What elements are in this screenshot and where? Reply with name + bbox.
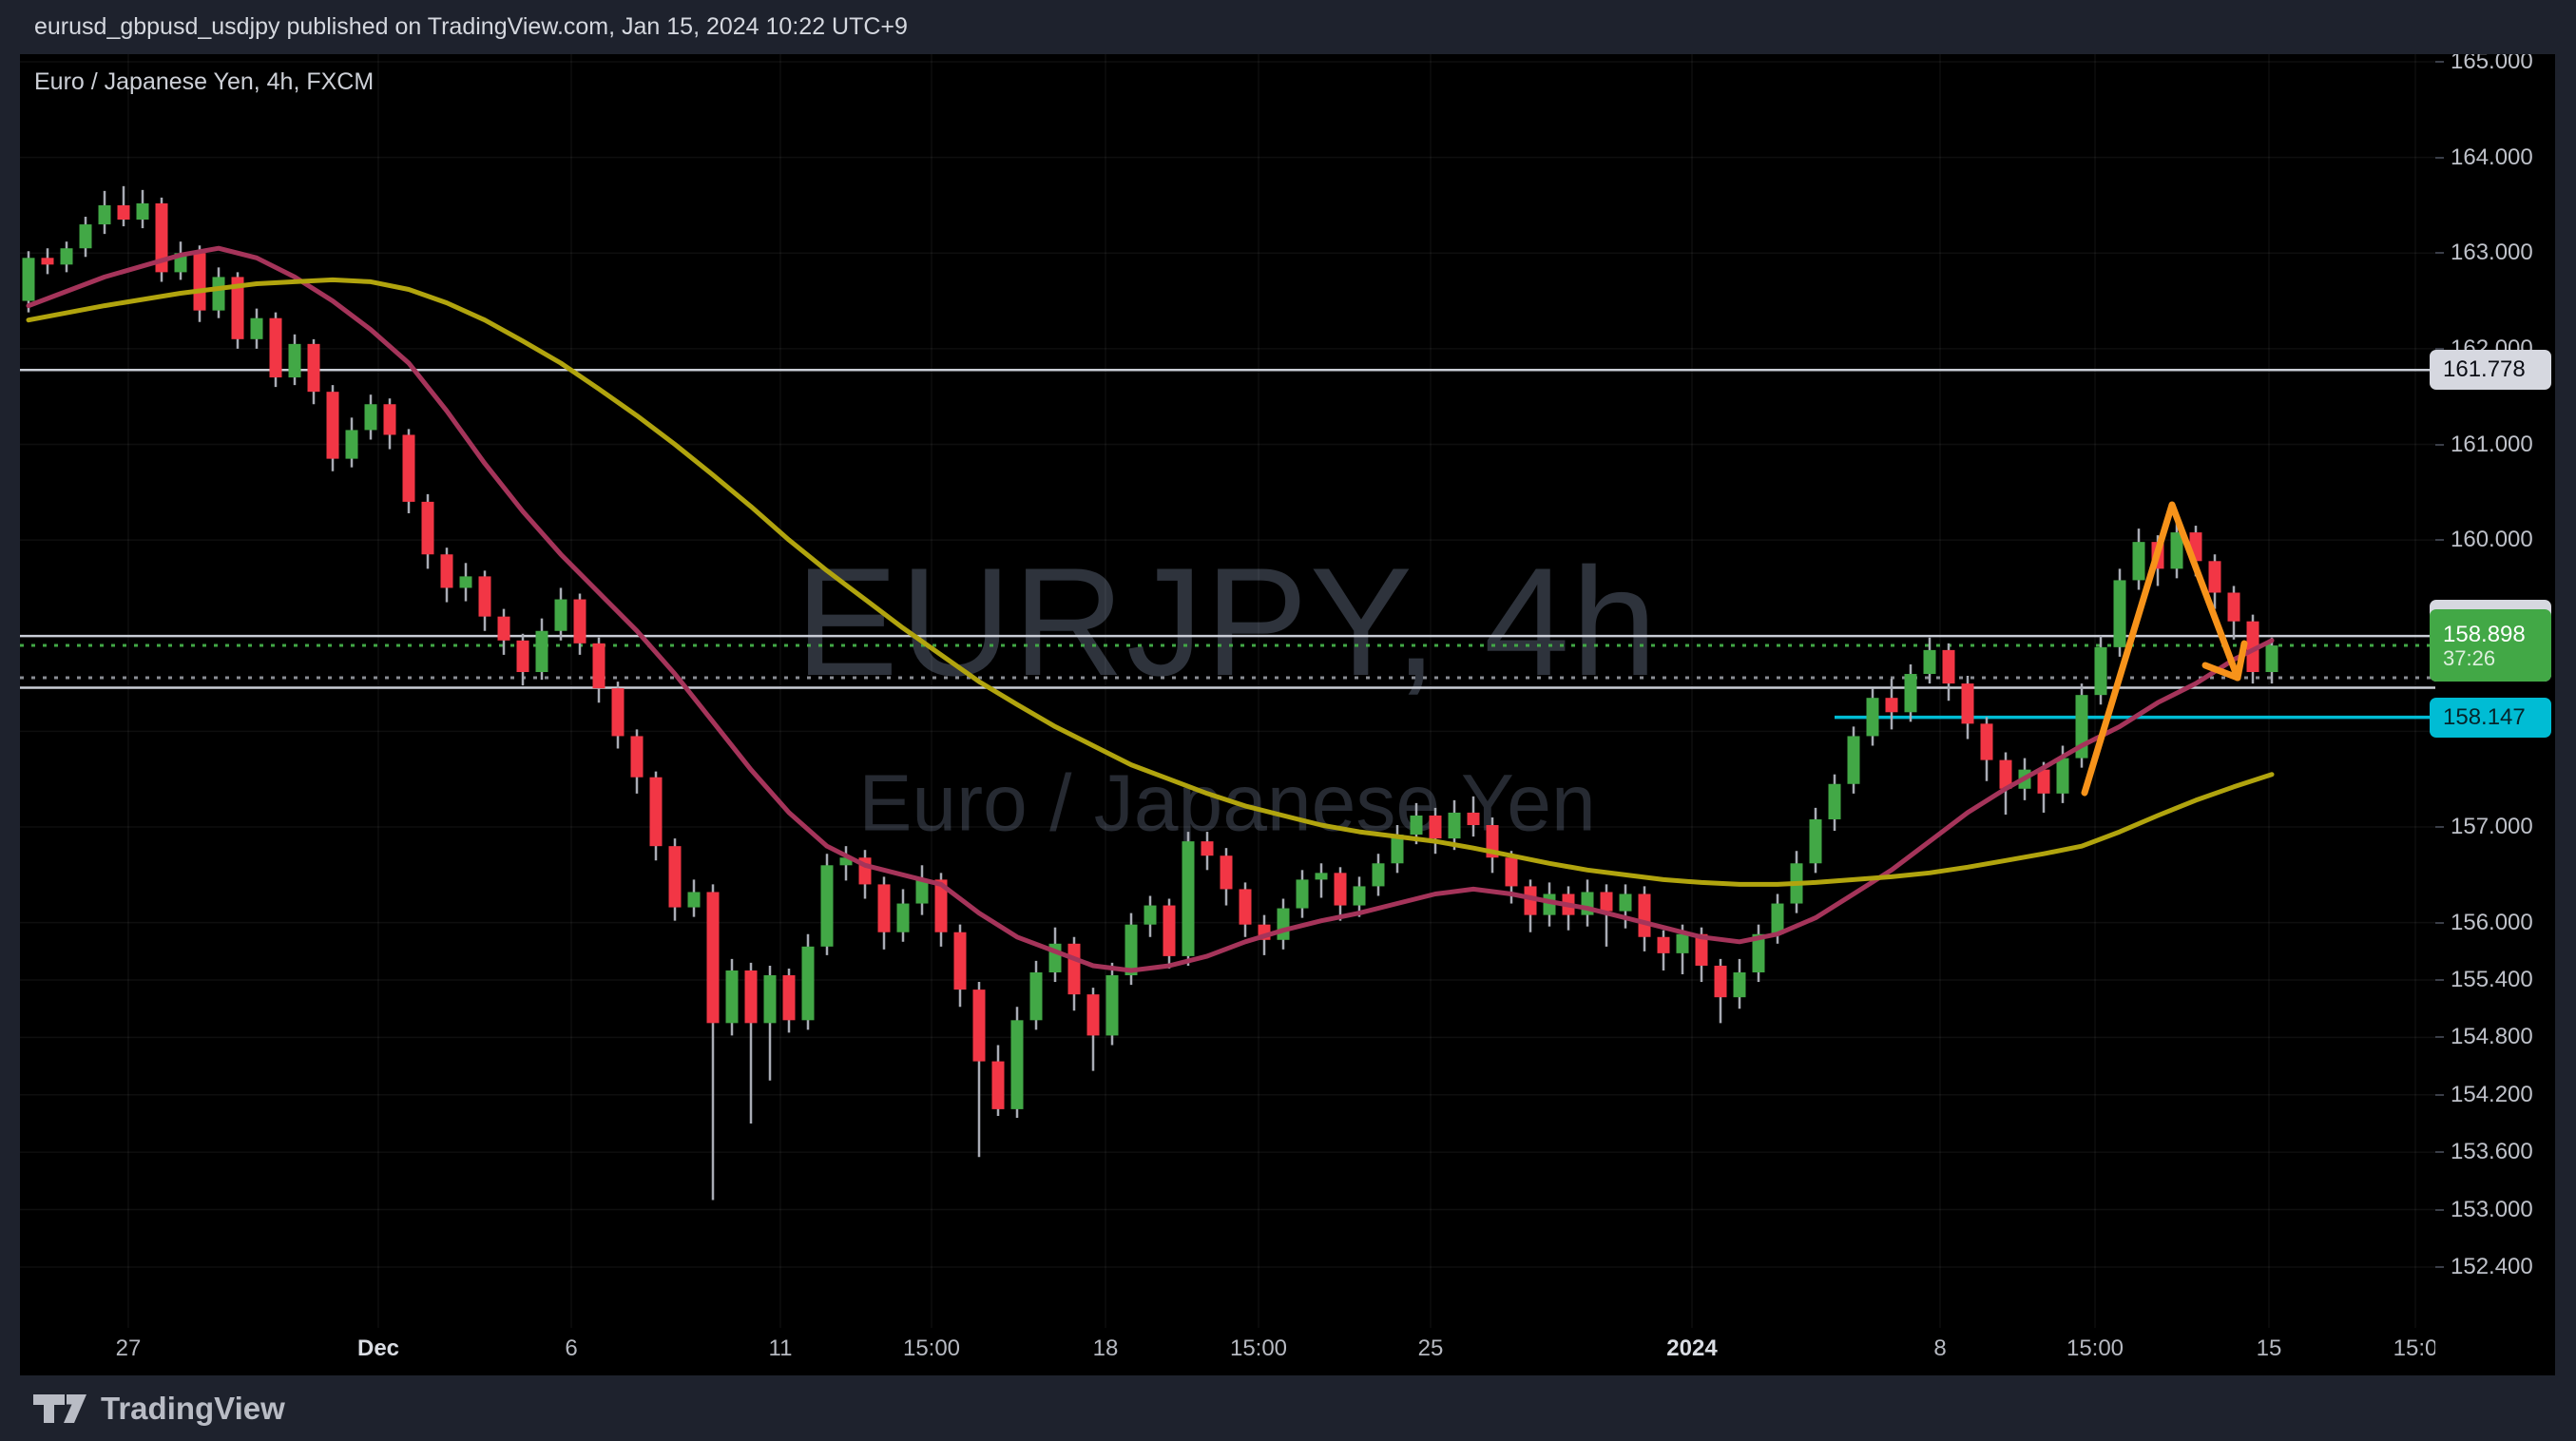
price-tick-label: 160.000 xyxy=(2451,527,2533,553)
price-tick-mark xyxy=(2435,1151,2444,1154)
price-axis[interactable]: 165.000 164.000 163.000 162.000 161.000 160.0… xyxy=(2435,48,2555,1328)
time-tick-label: 25 xyxy=(1417,1335,1444,1361)
price-tick-label: 157.000 xyxy=(2451,814,2533,840)
time-axis[interactable]: 27 Dec 6 11 15:00 18 15:00 25 2024 8 15:00 15 15:0 xyxy=(20,1328,2435,1375)
footer-bar: TradingView xyxy=(0,1375,2576,1441)
price-tick-label: 154.200 xyxy=(2451,1081,2533,1107)
level-lines-layer xyxy=(20,368,2435,720)
time-tick-label: 6 xyxy=(565,1335,578,1361)
price-level-value: 161.778 xyxy=(2443,356,2526,383)
last-price-value: 158.898 xyxy=(2443,621,2526,647)
price-tick-mark xyxy=(2435,61,2444,63)
price-tick-mark xyxy=(2435,1036,2444,1039)
price-tick-mark xyxy=(2435,443,2444,446)
time-tick-label: 15:00 xyxy=(2066,1335,2124,1361)
time-tick-label: 8 xyxy=(1933,1335,1947,1361)
price-tick-mark xyxy=(2435,1093,2444,1096)
time-tick-label: Dec xyxy=(356,1335,400,1361)
price-tick-mark xyxy=(2435,921,2444,924)
price-tick-label: 153.000 xyxy=(2451,1196,2533,1222)
price-tick-label: 163.000 xyxy=(2451,240,2533,266)
publish-info-bar: eurusd_gbpusd_usdjpy published on Tradin… xyxy=(0,0,2576,54)
alert-price-badge: 158.147 xyxy=(2430,697,2551,738)
time-tick-label: 15:0 xyxy=(2393,1335,2435,1361)
price-tick-mark xyxy=(2435,1208,2444,1211)
ma-slow-yellow xyxy=(26,277,2275,887)
time-tick-label: 11 xyxy=(768,1335,793,1361)
chart-plot-area[interactable] xyxy=(20,54,2555,1375)
tradingview-icon xyxy=(33,1394,87,1423)
time-tick-label: 15:00 xyxy=(1229,1335,1288,1361)
grid-layer xyxy=(20,54,2435,1328)
price-tick-mark xyxy=(2435,252,2444,255)
price-tick-label: 156.000 xyxy=(2451,909,2533,935)
price-tick-label: 152.400 xyxy=(2451,1253,2533,1279)
alert-price-value: 158.147 xyxy=(2443,703,2526,730)
time-tick-label: 18 xyxy=(1092,1335,1119,1361)
time-tick-label: 15 xyxy=(2256,1335,2282,1361)
publish-info-text: eurusd_gbpusd_usdjpy published on Tradin… xyxy=(34,13,908,40)
candles-layer xyxy=(22,185,2278,1201)
tradingview-logo[interactable]: TradingView xyxy=(32,1391,285,1427)
ma-fast-crimson xyxy=(26,245,2275,973)
time-tick-label: 2024 xyxy=(1666,1335,1718,1361)
price-tick-label: 161.000 xyxy=(2451,431,2533,457)
price-level-badge: 161.778 xyxy=(2430,350,2551,391)
chart-legend-title[interactable]: Euro / Japanese Yen, 4h, FXCM xyxy=(34,68,375,95)
price-tick-label: 155.400 xyxy=(2451,967,2533,993)
price-tick-mark xyxy=(2435,826,2444,829)
last-price-badge: 158.898 37:26 xyxy=(2430,609,2551,682)
time-tick-label: 15:00 xyxy=(902,1335,961,1361)
price-tick-label: 154.800 xyxy=(2451,1024,2533,1050)
price-tick-label: 153.600 xyxy=(2451,1139,2533,1165)
tradingview-logo-text: TradingView xyxy=(101,1391,285,1426)
price-tick-mark xyxy=(2435,156,2444,159)
price-tick-mark xyxy=(2435,979,2444,982)
time-tick-label: 27 xyxy=(115,1335,142,1361)
price-tick-mark xyxy=(2435,347,2444,350)
trend-arrow-drawing[interactable] xyxy=(2081,501,2248,797)
price-tick-label: 164.000 xyxy=(2451,144,2533,170)
price-tick-mark xyxy=(2435,1265,2444,1268)
watermark-symbol: EURJPY, 4h xyxy=(795,536,1660,708)
candle-countdown: 37:26 xyxy=(2443,646,2496,671)
price-tick-mark xyxy=(2435,539,2444,542)
